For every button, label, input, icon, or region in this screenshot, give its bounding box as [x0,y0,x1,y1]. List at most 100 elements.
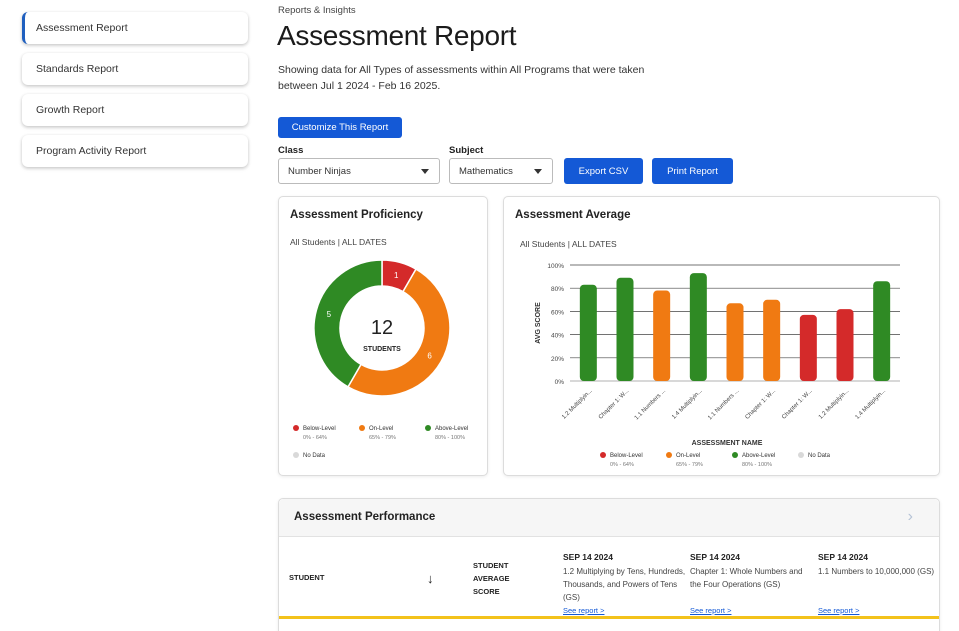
page-title: Assessment Report [277,20,517,51]
customize-report-button[interactable]: Customize This Report [278,117,402,138]
x-tick-label: 1.2 Multiplyin... [818,388,851,421]
x-tick-label: 1.4 Multiplyin... [671,388,704,421]
legend-item-below-level: Below-Level 0% - 64% [293,425,336,441]
legend-label: On-Level [676,453,701,459]
x-tick-label: Chapter 1: W... [745,388,778,421]
x-tick-label: 1.1 Numbers ... [707,388,740,421]
bar[interactable] [616,277,634,381]
assessment-date: SEP 14 2024 [690,552,740,562]
donut-slice-on-level[interactable] [346,268,451,397]
legend-label: No Data [303,453,326,459]
legend-label: No Data [808,453,831,459]
legend-swatch [359,425,365,431]
subject-label: Subject [449,145,484,156]
subject-select[interactable]: Mathematics [449,158,553,184]
legend-range: 65% - 79% [369,435,396,441]
y-tick-label: 60% [551,309,564,316]
class-select-value: Number Ninjas [288,165,351,177]
performance-header: Assessment Performance › [279,499,939,537]
nav-growth-report[interactable]: Growth Report [22,94,248,126]
legend-label: Below-Level [303,426,336,432]
bar[interactable] [726,303,744,381]
legend-label: Above-Level [435,426,469,432]
average-card: Assessment Average All Students | ALL DA… [503,196,940,476]
bar[interactable] [799,314,817,381]
assessment-name: 1.2 Multiplying by Tens, Hundreds, Thous… [563,567,686,602]
y-tick-label: 100% [547,263,564,270]
legend-range: 0% - 64% [303,435,327,441]
x-axis-label: ASSESSMENT NAME [692,440,763,447]
subject-select-value: Mathematics [459,165,513,177]
export-csv-button[interactable]: Export CSV [564,158,643,184]
bar[interactable] [653,290,671,381]
student-column-header[interactable]: STUDENT [289,573,325,582]
chevron-down-icon [421,169,429,174]
avg-header-line-2: AVERAGE [473,574,510,583]
legend-label: Below-Level [610,453,643,459]
legend-range: 80% - 100% [435,435,465,441]
y-tick-label: 40% [551,333,564,340]
y-tick-label: 80% [551,286,564,293]
average-bar-chart: 0%20%40%60%80%100%1.2 Multiplyin... Chapt… [535,263,900,447]
nav-assessment-report[interactable]: Assessment Report [22,12,248,44]
x-tick-label: 1.1 Numbers ... [634,388,667,421]
proficiency-card: Assessment Proficiency All Students | AL… [278,196,488,476]
sort-arrow-down-icon[interactable]: ↓ [427,571,434,586]
legend-swatch [425,425,431,431]
donut-slice-label: 5 [327,310,332,319]
legend-swatch [293,452,299,458]
nav-standards-report[interactable]: Standards Report [22,53,248,85]
legend-item-below-level: Below-Level 0% - 64% [600,452,643,468]
legend-swatch [666,452,672,458]
average-title: Assessment Average [515,209,631,221]
x-tick-label: 1.4 Multiplyin... [855,388,888,421]
legend-range: 80% - 100% [742,462,772,468]
row-highlight-bar [279,616,939,619]
see-report-link[interactable]: See report > [690,606,732,615]
legend-swatch [600,452,606,458]
breadcrumb[interactable]: Reports & Insights [278,5,356,16]
avg-header-line-1: STUDENT [473,561,509,570]
proficiency-donut-chart: 1 6 5 12 STUDENTS [313,259,451,397]
performance-card: Assessment Performance › STUDENT ↓ STUDE… [278,498,940,631]
y-axis-label: AVG SCORE [535,302,542,344]
student-average-score-header[interactable]: STUDENT AVERAGE SCORE [473,559,510,598]
legend-item-above-level: Above-Level 80% - 100% [732,452,775,468]
class-label: Class [278,145,304,156]
bar[interactable] [689,273,707,381]
bar[interactable] [873,281,891,381]
report-nav: Assessment Report Standards Report Growt… [22,12,248,176]
legend-range: 65% - 79% [676,462,703,468]
assessment-date: SEP 14 2024 [563,552,613,562]
proficiency-subtitle: All Students | ALL DATES [290,237,387,247]
avg-header-line-3: SCORE [473,587,500,596]
chevron-right-icon[interactable]: › [907,508,913,525]
donut-center-value: 12 [371,317,393,339]
legend-swatch [798,452,804,458]
see-report-link[interactable]: See report > [818,606,860,615]
legend-item-above-level: Above-Level 80% - 100% [425,425,468,441]
donut-center-label: STUDENTS [363,346,401,353]
x-tick-label: Chapter 1: W... [598,388,631,421]
page-description: Showing data for All Types of assessment… [278,64,645,92]
legend-item-no-data: No Data [293,452,325,459]
average-subtitle: All Students | ALL DATES [520,239,617,249]
class-select[interactable]: Number Ninjas [278,158,440,184]
x-tick-label: Chapter 1: W... [781,388,814,421]
legend-item-on-level: On-Level 65% - 79% [666,452,703,468]
donut-slice-label: 1 [394,271,399,280]
chevron-down-icon [534,169,542,174]
assessment-name: 1.1 Numbers to 10,000,000 (GS) [818,567,935,576]
print-report-button[interactable]: Print Report [652,158,733,184]
legend-range: 0% - 64% [610,462,634,468]
bar[interactable] [836,309,854,381]
legend-swatch [732,452,738,458]
bar[interactable] [579,284,597,381]
assessment-name: Chapter 1: Whole Numbers and the Four Op… [690,567,803,589]
bar[interactable] [763,299,781,381]
nav-program-activity-report[interactable]: Program Activity Report [22,135,248,167]
donut-slice-above-level[interactable] [313,259,383,388]
see-report-link[interactable]: See report > [563,606,605,615]
x-tick-label: 1.2 Multiplyin... [561,388,594,421]
legend-label: Above-Level [742,453,776,459]
